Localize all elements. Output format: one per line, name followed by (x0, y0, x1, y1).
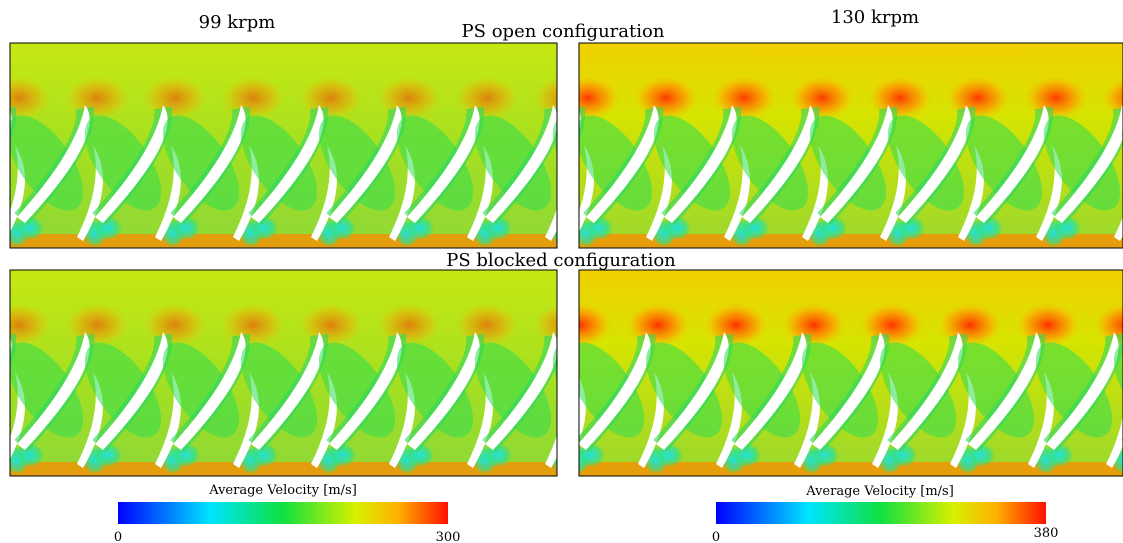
high-velocity-region (143, 303, 207, 347)
high-velocity-region (455, 303, 519, 347)
high-velocity-region (548, 303, 612, 347)
row-title: PS blocked configuration (446, 250, 676, 271)
high-velocity-region (377, 303, 441, 347)
high-velocity-region (1024, 76, 1088, 120)
high-velocity-region (946, 76, 1010, 120)
colorbar: Average Velocity [m/s] 0 300 (114, 483, 461, 543)
high-velocity-region (377, 76, 441, 120)
contour-panel (475, 270, 1123, 476)
colorbar-scale (716, 502, 1046, 524)
colorbar-max: 300 (436, 530, 461, 543)
high-velocity-region (221, 303, 285, 347)
blade-halo (0, 335, 7, 446)
high-velocity-region (634, 76, 698, 120)
high-velocity-region (221, 76, 285, 120)
column-title: 99 krpm (199, 12, 276, 33)
high-velocity-region (1016, 303, 1080, 347)
contour-panel (0, 43, 675, 248)
row-title: PS open configuration (462, 21, 665, 42)
figure: 99 krpm 130 krpm PS open configuration P… (0, 0, 1123, 543)
high-velocity-region (299, 303, 363, 347)
high-velocity-region (299, 76, 363, 120)
high-velocity-region (790, 76, 854, 120)
high-velocity-region (782, 303, 846, 347)
high-velocity-region (868, 76, 932, 120)
colorbar-min: 0 (114, 530, 122, 543)
high-velocity-region (626, 303, 690, 347)
colorbar-max: 380 (1034, 526, 1059, 541)
colorbar-title: Average Velocity [m/s] (208, 483, 357, 498)
high-velocity-region (65, 76, 129, 120)
column-title: 130 krpm (831, 7, 919, 28)
high-velocity-region (704, 303, 768, 347)
high-velocity-region (455, 76, 519, 120)
high-velocity-region (556, 76, 620, 120)
high-velocity-region (860, 303, 924, 347)
high-velocity-region (65, 303, 129, 347)
high-velocity-region (143, 76, 207, 120)
colorbar: Average Velocity [m/s] 0 380 (712, 484, 1059, 543)
colorbar-title: Average Velocity [m/s] (805, 484, 954, 499)
high-velocity-region (712, 76, 776, 120)
blade-halo (0, 108, 7, 219)
high-velocity-region (938, 303, 1002, 347)
colorbar-min: 0 (712, 530, 720, 543)
colorbar-scale (118, 502, 448, 524)
contour-panel (0, 270, 675, 476)
